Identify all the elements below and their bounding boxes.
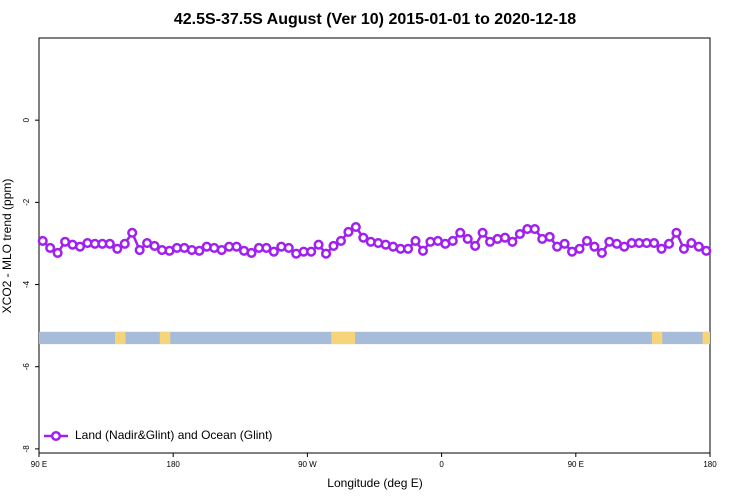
chart-title: 42.5S-37.5S August (Ver 10) 2015-01-01 t…	[174, 11, 576, 28]
data-point	[701, 245, 712, 256]
x-tick-label: 90 E	[31, 460, 47, 469]
data-point	[693, 241, 704, 252]
data-point	[320, 248, 332, 259]
y-tick-label: -4	[22, 280, 31, 288]
data-point	[194, 245, 205, 256]
data-point	[283, 242, 294, 254]
data-point	[656, 243, 667, 254]
plot-frame	[38, 37, 711, 454]
data-point	[470, 240, 481, 251]
legend-label: Land (Nadir&Glint) and Ocean (Glint)	[75, 428, 272, 442]
data-point	[306, 246, 317, 257]
y-tick-label: -8	[22, 445, 31, 453]
x-axis-label: Longitude (deg E)	[327, 476, 422, 490]
data-point	[335, 235, 347, 247]
x-tick-label: 0	[439, 460, 444, 469]
data-point	[119, 238, 130, 249]
data-point	[499, 232, 511, 243]
land-segment	[115, 331, 126, 345]
data-point	[37, 235, 48, 247]
data-point	[328, 240, 339, 251]
land-segment	[651, 331, 663, 345]
legend-marker	[50, 430, 62, 442]
data-point	[268, 246, 279, 257]
data-point	[112, 243, 123, 254]
data-point	[559, 238, 570, 249]
data-point	[649, 237, 660, 249]
data-point	[447, 235, 458, 247]
land-segment	[702, 331, 710, 345]
data-point	[134, 244, 145, 256]
data-point	[529, 224, 540, 235]
data-point	[127, 227, 138, 238]
data-point	[261, 242, 272, 254]
data-point	[514, 228, 525, 240]
data-point	[350, 221, 361, 233]
data-point	[149, 240, 160, 251]
data-point	[343, 226, 354, 237]
data-point	[104, 238, 115, 249]
data-point	[403, 243, 414, 254]
data-point	[507, 236, 518, 247]
data-point	[671, 227, 682, 238]
data-point	[589, 241, 600, 252]
data-point	[52, 247, 63, 258]
data-point	[596, 247, 607, 258]
data-point	[246, 247, 257, 258]
x-tick-label: 180	[167, 460, 181, 469]
data-point	[313, 239, 324, 250]
data-point	[686, 237, 697, 249]
x-tick-label: 90 W	[298, 460, 317, 469]
land-segment	[331, 331, 356, 345]
data-point	[358, 232, 369, 243]
data-point	[417, 245, 429, 256]
data-point	[231, 241, 242, 252]
x-tick-label: 90 E	[568, 460, 584, 469]
x-tick-label: 180	[703, 460, 717, 469]
data-point	[74, 241, 86, 252]
data-point	[581, 235, 593, 247]
data-point	[45, 242, 56, 254]
data-point	[544, 231, 555, 242]
data-point	[574, 243, 585, 254]
data-point	[477, 227, 488, 238]
y-tick-label: -6	[22, 363, 31, 371]
y-tick-label: 0	[22, 117, 31, 122]
data-point	[455, 227, 466, 238]
data-point	[678, 243, 689, 254]
surface-band	[39, 331, 710, 345]
data-point	[462, 233, 473, 244]
data-point	[619, 241, 630, 252]
y-axis-label: XCO2 - MLO trend (ppm)	[0, 179, 14, 314]
land-segment	[159, 331, 171, 345]
data-point	[410, 235, 421, 247]
data-point	[663, 238, 675, 249]
y-tick-label: -2	[22, 198, 31, 206]
